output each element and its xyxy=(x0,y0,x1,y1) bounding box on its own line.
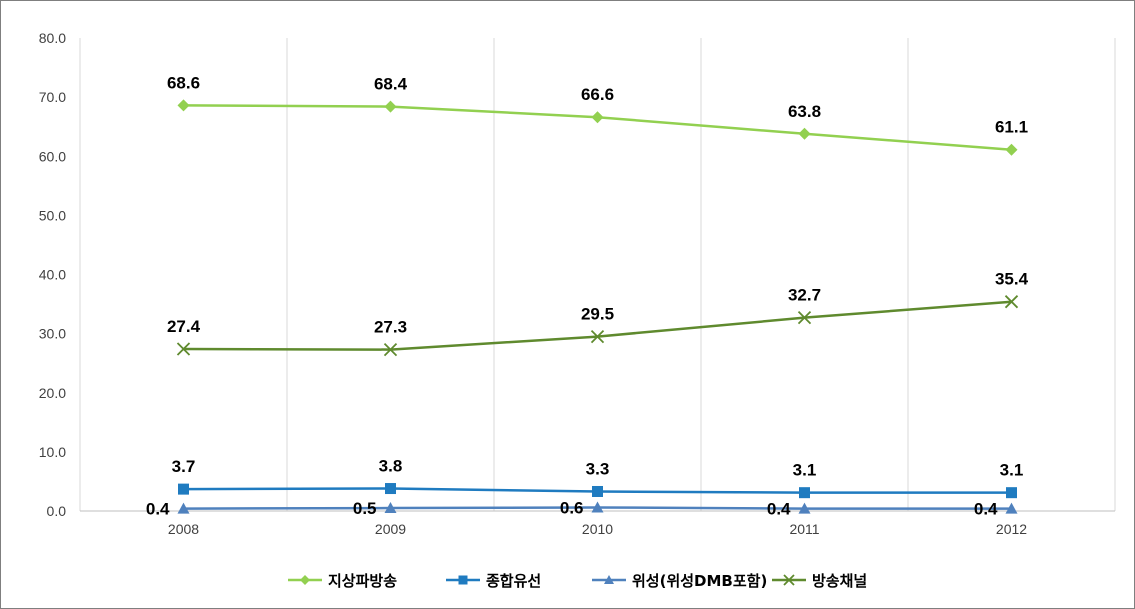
y-tick-label: 70.0 xyxy=(39,89,66,105)
gridlines xyxy=(79,38,1116,512)
data-label: 68.4 xyxy=(374,75,408,94)
data-point-x xyxy=(797,311,812,325)
y-tick-label: 50.0 xyxy=(39,207,66,223)
data-label: 32.7 xyxy=(788,286,821,305)
data-label: 29.5 xyxy=(581,305,614,324)
y-axis-ticks: 0.0 10.0 20.0 30.0 40.0 50.0 60.0 70.0 80.0 xyxy=(39,30,66,519)
data-point-square xyxy=(1006,487,1017,499)
series-group xyxy=(176,99,1019,514)
data-label: 3.1 xyxy=(1000,461,1024,480)
data-label: 3.7 xyxy=(172,457,196,476)
data-point-diamond xyxy=(300,575,310,585)
data-label: 27.4 xyxy=(167,317,201,336)
y-tick-label: 60.0 xyxy=(39,148,66,164)
data-label: 27.3 xyxy=(374,318,407,337)
data-point-triangle xyxy=(1005,502,1018,514)
data-label: 3.8 xyxy=(379,457,403,476)
y-tick-label: 30.0 xyxy=(39,326,66,342)
data-label: 66.6 xyxy=(581,85,614,104)
data-label: 61.1 xyxy=(995,118,1028,137)
x-tick-label: 2010 xyxy=(582,521,613,537)
data-point-square xyxy=(592,485,603,497)
data-point-square xyxy=(178,483,189,495)
data-point-triangle xyxy=(177,502,190,514)
data-point-square xyxy=(385,483,396,495)
data-point-diamond xyxy=(798,127,811,140)
data-label: 0.4 xyxy=(146,500,170,519)
y-tick-label: 80.0 xyxy=(39,30,66,46)
data-point-x xyxy=(1004,295,1019,309)
x-tick-label: 2012 xyxy=(996,521,1027,537)
data-point-x xyxy=(590,329,605,344)
data-label: 3.1 xyxy=(793,461,817,480)
data-label: 0.4 xyxy=(974,500,998,519)
data-point-triangle xyxy=(591,501,604,513)
x-axis-ticks: 2008 2009 2010 2011 2012 xyxy=(168,521,1027,537)
y-tick-label: 20.0 xyxy=(39,385,66,401)
data-point-x xyxy=(176,342,191,356)
data-point-x xyxy=(783,574,795,586)
data-label: 0.6 xyxy=(560,498,584,517)
data-point-triangle xyxy=(384,502,397,514)
data-point-diamond xyxy=(177,99,190,112)
data-label: 0.4 xyxy=(767,500,791,519)
legend-label: 방송채널 xyxy=(812,572,867,590)
data-point-square xyxy=(799,487,810,499)
x-tick-label: 2009 xyxy=(375,521,406,537)
data-point-x xyxy=(383,342,398,357)
data-label: 3.3 xyxy=(586,459,610,478)
data-point-triangle xyxy=(798,502,811,514)
data-labels: 68.6 68.4 66.6 63.8 61.1 3.7 3.8 3.3 3.1 3.1 0.4 0.… xyxy=(146,73,1029,518)
legend-label: 위성(위성DMB포함) xyxy=(632,572,767,590)
y-tick-label: 0.0 xyxy=(47,503,67,519)
y-tick-label: 10.0 xyxy=(39,444,66,460)
data-label: 35.4 xyxy=(995,270,1029,289)
data-point-diamond xyxy=(384,100,397,113)
data-point-diamond xyxy=(1005,143,1018,156)
x-tick-label: 2008 xyxy=(168,521,199,537)
data-point-square xyxy=(458,575,468,585)
data-label: 63.8 xyxy=(788,102,821,121)
legend-label: 지상파방송 xyxy=(328,572,397,590)
data-point-diamond xyxy=(591,111,604,124)
data-label: 0.5 xyxy=(353,499,377,518)
legend-label: 종합유선 xyxy=(486,572,541,590)
x-tick-label: 2011 xyxy=(789,521,819,537)
data-label: 68.6 xyxy=(167,73,200,92)
data-point-triangle xyxy=(604,575,614,584)
legend: 지상파방송 종합유선 위성(위성DMB포함) 방송채널 xyxy=(288,572,867,590)
y-tick-label: 40.0 xyxy=(39,267,66,283)
